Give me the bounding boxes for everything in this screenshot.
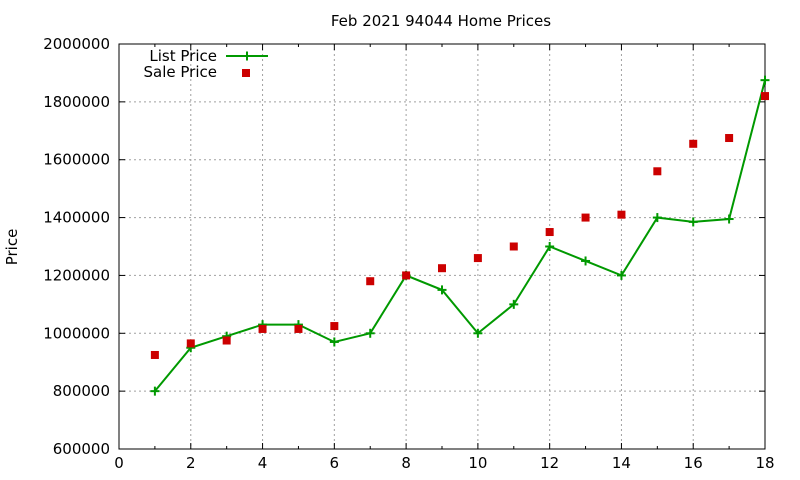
data-point [438, 264, 446, 273]
data-point [581, 213, 590, 222]
y-tick-label: 1200000 [43, 266, 110, 284]
data-point [653, 167, 662, 176]
data-point [725, 134, 734, 143]
x-tick-label: 12 [540, 454, 559, 472]
x-tick-label: 10 [468, 454, 487, 472]
data-point [437, 285, 447, 295]
series-sale-price [150, 92, 769, 359]
data-point [329, 337, 339, 347]
data-point [761, 92, 769, 101]
chart-title: Feb 2021 94044 Home Prices [331, 12, 551, 30]
data-point [258, 324, 267, 333]
data-point [689, 139, 698, 148]
data-point [760, 75, 770, 85]
y-tick-label: 1800000 [43, 93, 110, 111]
grid [119, 44, 765, 449]
x-tick-label: 6 [330, 454, 340, 472]
legend-marker [242, 69, 250, 77]
x-tick-label: 18 [755, 454, 774, 472]
legend-label: List Price [149, 47, 217, 65]
data-point [150, 350, 159, 359]
data-point [688, 217, 698, 227]
data-point [509, 242, 518, 251]
series-list-price [150, 75, 770, 396]
data-point [294, 324, 303, 333]
data-point [616, 270, 626, 280]
data-point [724, 214, 734, 224]
data-point [545, 242, 555, 251]
y-tick-label: 600000 [53, 440, 110, 458]
legend-marker [242, 51, 252, 61]
x-tick-label: 2 [186, 454, 196, 472]
data-point [617, 210, 626, 219]
data-point [150, 386, 160, 396]
data-point [581, 256, 591, 266]
x-tick-label: 4 [258, 454, 268, 472]
x-tick-label: 0 [114, 454, 124, 472]
data-point [222, 336, 231, 345]
data-point [366, 277, 375, 286]
plot-area [118, 43, 766, 450]
data-point [509, 299, 519, 309]
series-layer [150, 75, 770, 396]
data-point [402, 271, 411, 280]
data-point [473, 254, 482, 263]
y-tick-label: 1000000 [43, 324, 110, 342]
y-tick-label: 1400000 [43, 209, 110, 227]
data-point [545, 228, 554, 237]
y-tick-label: 1600000 [43, 151, 110, 169]
x-tick-label: 16 [684, 454, 703, 472]
y-tick-label: 2000000 [43, 35, 110, 53]
data-point [186, 339, 195, 348]
y-tick-label: 800000 [53, 382, 110, 400]
data-point [365, 328, 375, 338]
series-line [154, 79, 766, 392]
y-axis-label: Price [3, 229, 21, 266]
x-tick-label: 14 [612, 454, 631, 472]
legend-label: Sale Price [144, 63, 217, 81]
data-point [330, 322, 339, 331]
x-tick-label: 8 [401, 454, 411, 472]
data-point [652, 213, 662, 223]
axis-ticks: 0 2 4 6 8 10 12 14 16 18 600000 800000 1000000 120000… [43, 35, 774, 472]
data-point [473, 328, 483, 338]
